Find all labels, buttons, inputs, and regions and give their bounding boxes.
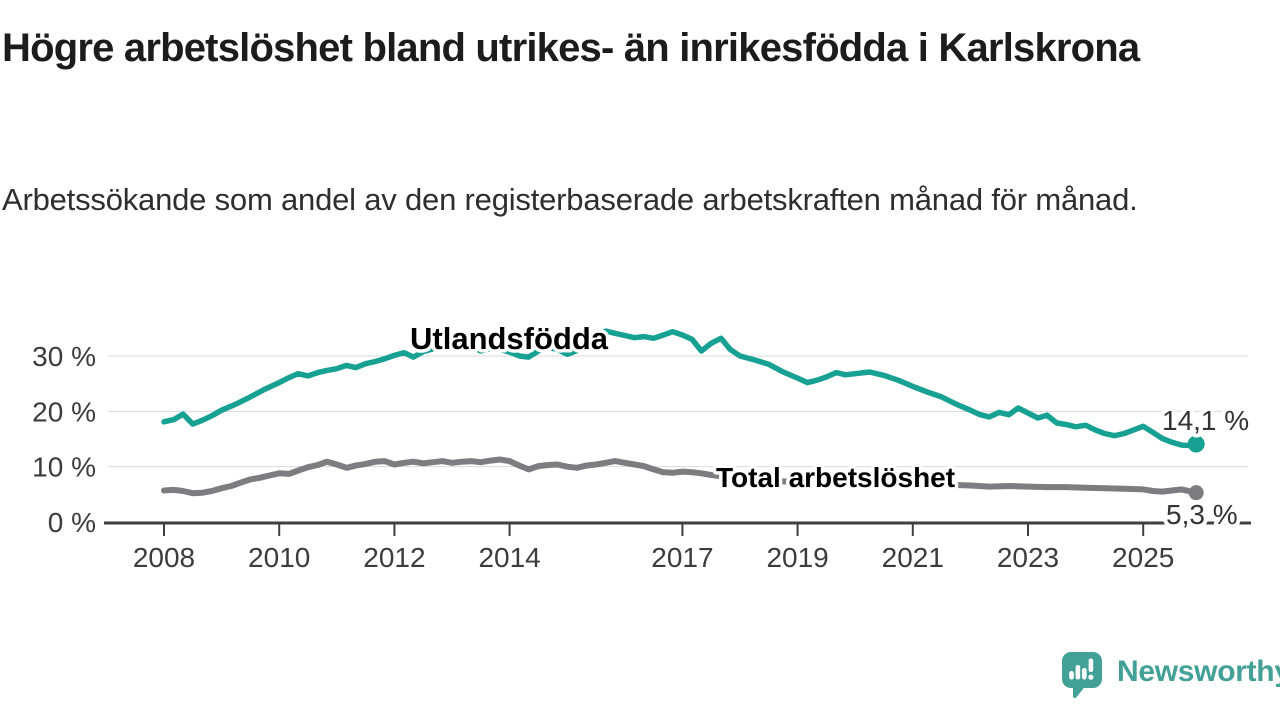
- series-label-utlandsfodda: Utlandsfödda: [410, 321, 609, 356]
- end-value-label-total: 5,3 %: [1166, 499, 1238, 530]
- unemployment-line-chart: 2008 2010 2012 2014 2017 2019 2021 2023 2025 0 %…: [32, 318, 1253, 574]
- x-tick-label: 2010: [248, 542, 310, 573]
- series-end-dot-0: [1187, 435, 1205, 453]
- x-tick-label: 2019: [766, 542, 828, 573]
- chart-subtitle: Arbetssökande som andel av den registerb…: [2, 182, 1138, 217]
- x-tick-label: 2023: [997, 542, 1059, 573]
- series-label-total-arbetsloshet: Total arbetslöshet: [716, 462, 955, 493]
- bar-icon-1: [1069, 671, 1074, 680]
- bar-icon-3: [1082, 668, 1087, 680]
- y-tick-label: 0 %: [48, 507, 96, 538]
- data-series: [161, 328, 1205, 501]
- series-line-0: [161, 328, 1199, 449]
- newsworthy-logo-icon: [1062, 652, 1102, 699]
- bar-icon-2: [1075, 665, 1081, 680]
- y-axis-tick-labels: 0 % 10 % 20 % 30 %: [32, 341, 96, 538]
- exclamation-dot-icon: [1088, 674, 1094, 680]
- series-line-1: [161, 456, 1200, 497]
- x-tick-label: 2025: [1112, 542, 1174, 573]
- y-tick-label: 20 %: [32, 396, 96, 427]
- series-end-dot-1: [1188, 485, 1204, 501]
- x-tick-label: 2008: [133, 542, 195, 573]
- end-value-label-utlandsfodda: 14,1 %: [1162, 405, 1249, 436]
- x-tick-label: 2021: [882, 542, 944, 573]
- exclamation-bar-icon: [1088, 658, 1094, 672]
- newsworthy-logo: Newsworthy: [1062, 652, 1280, 699]
- x-tick-label: 2017: [651, 542, 713, 573]
- chart-title: Högre arbetslöshet bland utrikes- än inr…: [2, 26, 1140, 70]
- newsworthy-logo-text: Newsworthy: [1117, 655, 1280, 688]
- x-axis: [104, 521, 1251, 536]
- x-tick-label: 2014: [478, 542, 540, 573]
- x-axis-tick-labels: 2008 2010 2012 2014 2017 2019 2021 2023 2025: [133, 542, 1174, 573]
- y-tick-label: 10 %: [32, 452, 96, 483]
- x-tick-label: 2012: [363, 542, 425, 573]
- gridlines: [108, 355, 1248, 468]
- y-tick-label: 30 %: [32, 341, 96, 372]
